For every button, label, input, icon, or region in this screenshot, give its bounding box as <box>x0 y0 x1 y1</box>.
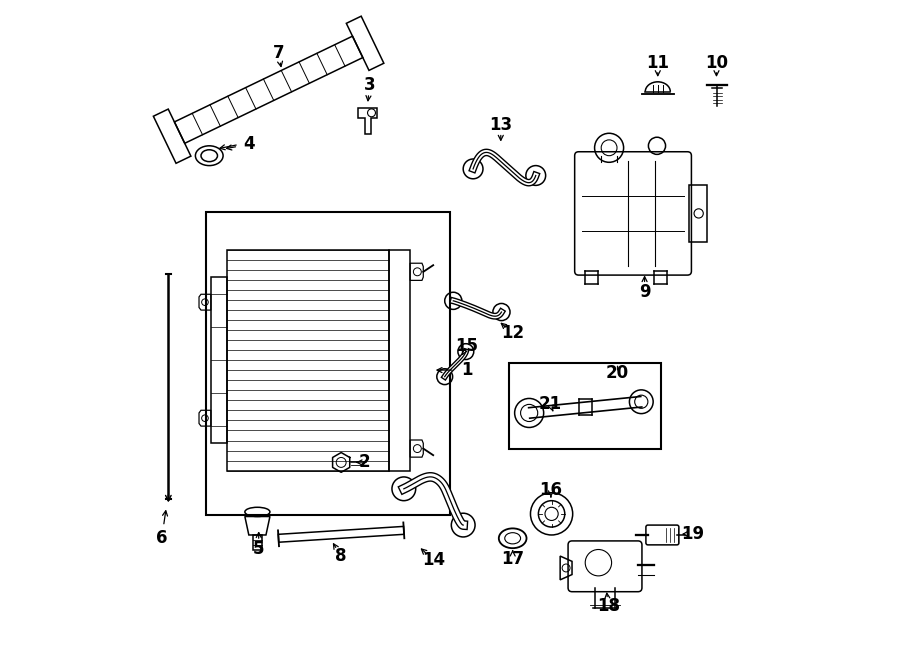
Text: 11: 11 <box>646 54 670 72</box>
Text: 17: 17 <box>501 551 524 568</box>
Text: 8: 8 <box>336 547 346 565</box>
Text: 14: 14 <box>422 551 446 569</box>
Text: 5: 5 <box>253 541 265 559</box>
Text: 13: 13 <box>490 116 512 134</box>
Bar <box>211 278 228 443</box>
Text: 20: 20 <box>606 364 629 381</box>
Text: 1: 1 <box>461 361 472 379</box>
Text: 12: 12 <box>501 324 524 342</box>
Text: 19: 19 <box>681 525 705 543</box>
Text: 3: 3 <box>364 76 375 94</box>
Text: 2: 2 <box>358 453 370 471</box>
Text: 4: 4 <box>243 136 255 153</box>
Bar <box>206 212 450 515</box>
Bar <box>228 250 389 471</box>
Text: 15: 15 <box>455 337 478 356</box>
Text: 7: 7 <box>273 44 284 62</box>
Text: 18: 18 <box>597 598 620 615</box>
Text: 21: 21 <box>539 395 562 413</box>
Text: 9: 9 <box>639 284 651 301</box>
Bar <box>389 250 410 471</box>
Text: 6: 6 <box>156 529 167 547</box>
Text: 10: 10 <box>705 54 728 72</box>
Text: 16: 16 <box>539 481 562 499</box>
Bar <box>509 364 662 449</box>
